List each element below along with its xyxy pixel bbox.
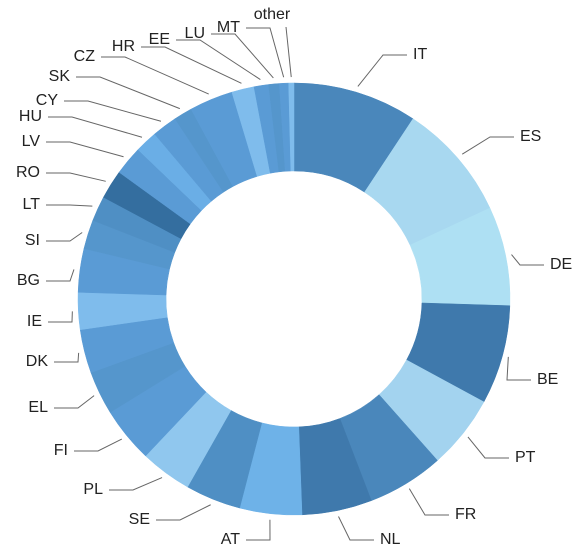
slice-label: BG [17,272,40,289]
leader-line [46,269,75,282]
slice-label: LU [185,25,205,42]
leader-line [511,254,544,266]
slice-label: HR [112,38,135,55]
slice-label: other [254,6,291,23]
leader-line [54,395,95,409]
leader-line [74,438,123,452]
slice-label: MT [217,19,240,36]
leader-line [76,76,181,110]
leader-line [461,136,514,155]
leader-line [246,27,285,78]
slice [288,82,295,172]
leader-line [109,477,163,491]
leader-line [48,311,73,323]
leader-line [176,39,261,80]
slice-label: EE [149,31,170,48]
leader-line [211,33,274,79]
slice-label: SE [129,511,150,528]
leader-line [246,519,271,541]
leader-line [54,352,80,363]
leader-line [285,26,292,78]
leader-line [46,141,124,158]
slice-label: NL [380,531,401,548]
slice-label: AT [221,531,240,548]
leader-line [48,116,143,138]
slice-label: SK [49,68,71,85]
leader-line [467,436,509,459]
leader-line [156,504,211,521]
slice-label: LT [23,196,41,213]
slice-label: LV [22,133,41,150]
slice-label: BE [537,371,558,388]
slice-label: SI [25,232,40,249]
slice-label: EL [28,399,48,416]
leader-line [46,172,106,182]
slice-label: IT [413,46,427,63]
leader-line [141,46,242,84]
slice-label: RO [16,164,40,181]
slice-label: CZ [74,48,96,65]
slice-label: DE [550,256,572,273]
leader-line [506,356,531,381]
leader-line [101,56,209,95]
slice-label: CY [36,92,59,109]
slice-label: HU [19,108,42,125]
leader-line [46,232,83,242]
slice-label: DK [26,353,49,370]
leader-line [46,204,93,207]
leader-line [338,516,374,541]
slice-label: ES [520,128,541,145]
slice-label: FI [54,442,68,459]
leader-line [408,488,449,516]
slice-label: IE [27,313,42,330]
slice-label: PL [83,481,103,498]
slice-label: PT [515,449,536,466]
leader-line [64,100,162,122]
leader-line [357,54,407,87]
slice-label: FR [455,506,476,523]
